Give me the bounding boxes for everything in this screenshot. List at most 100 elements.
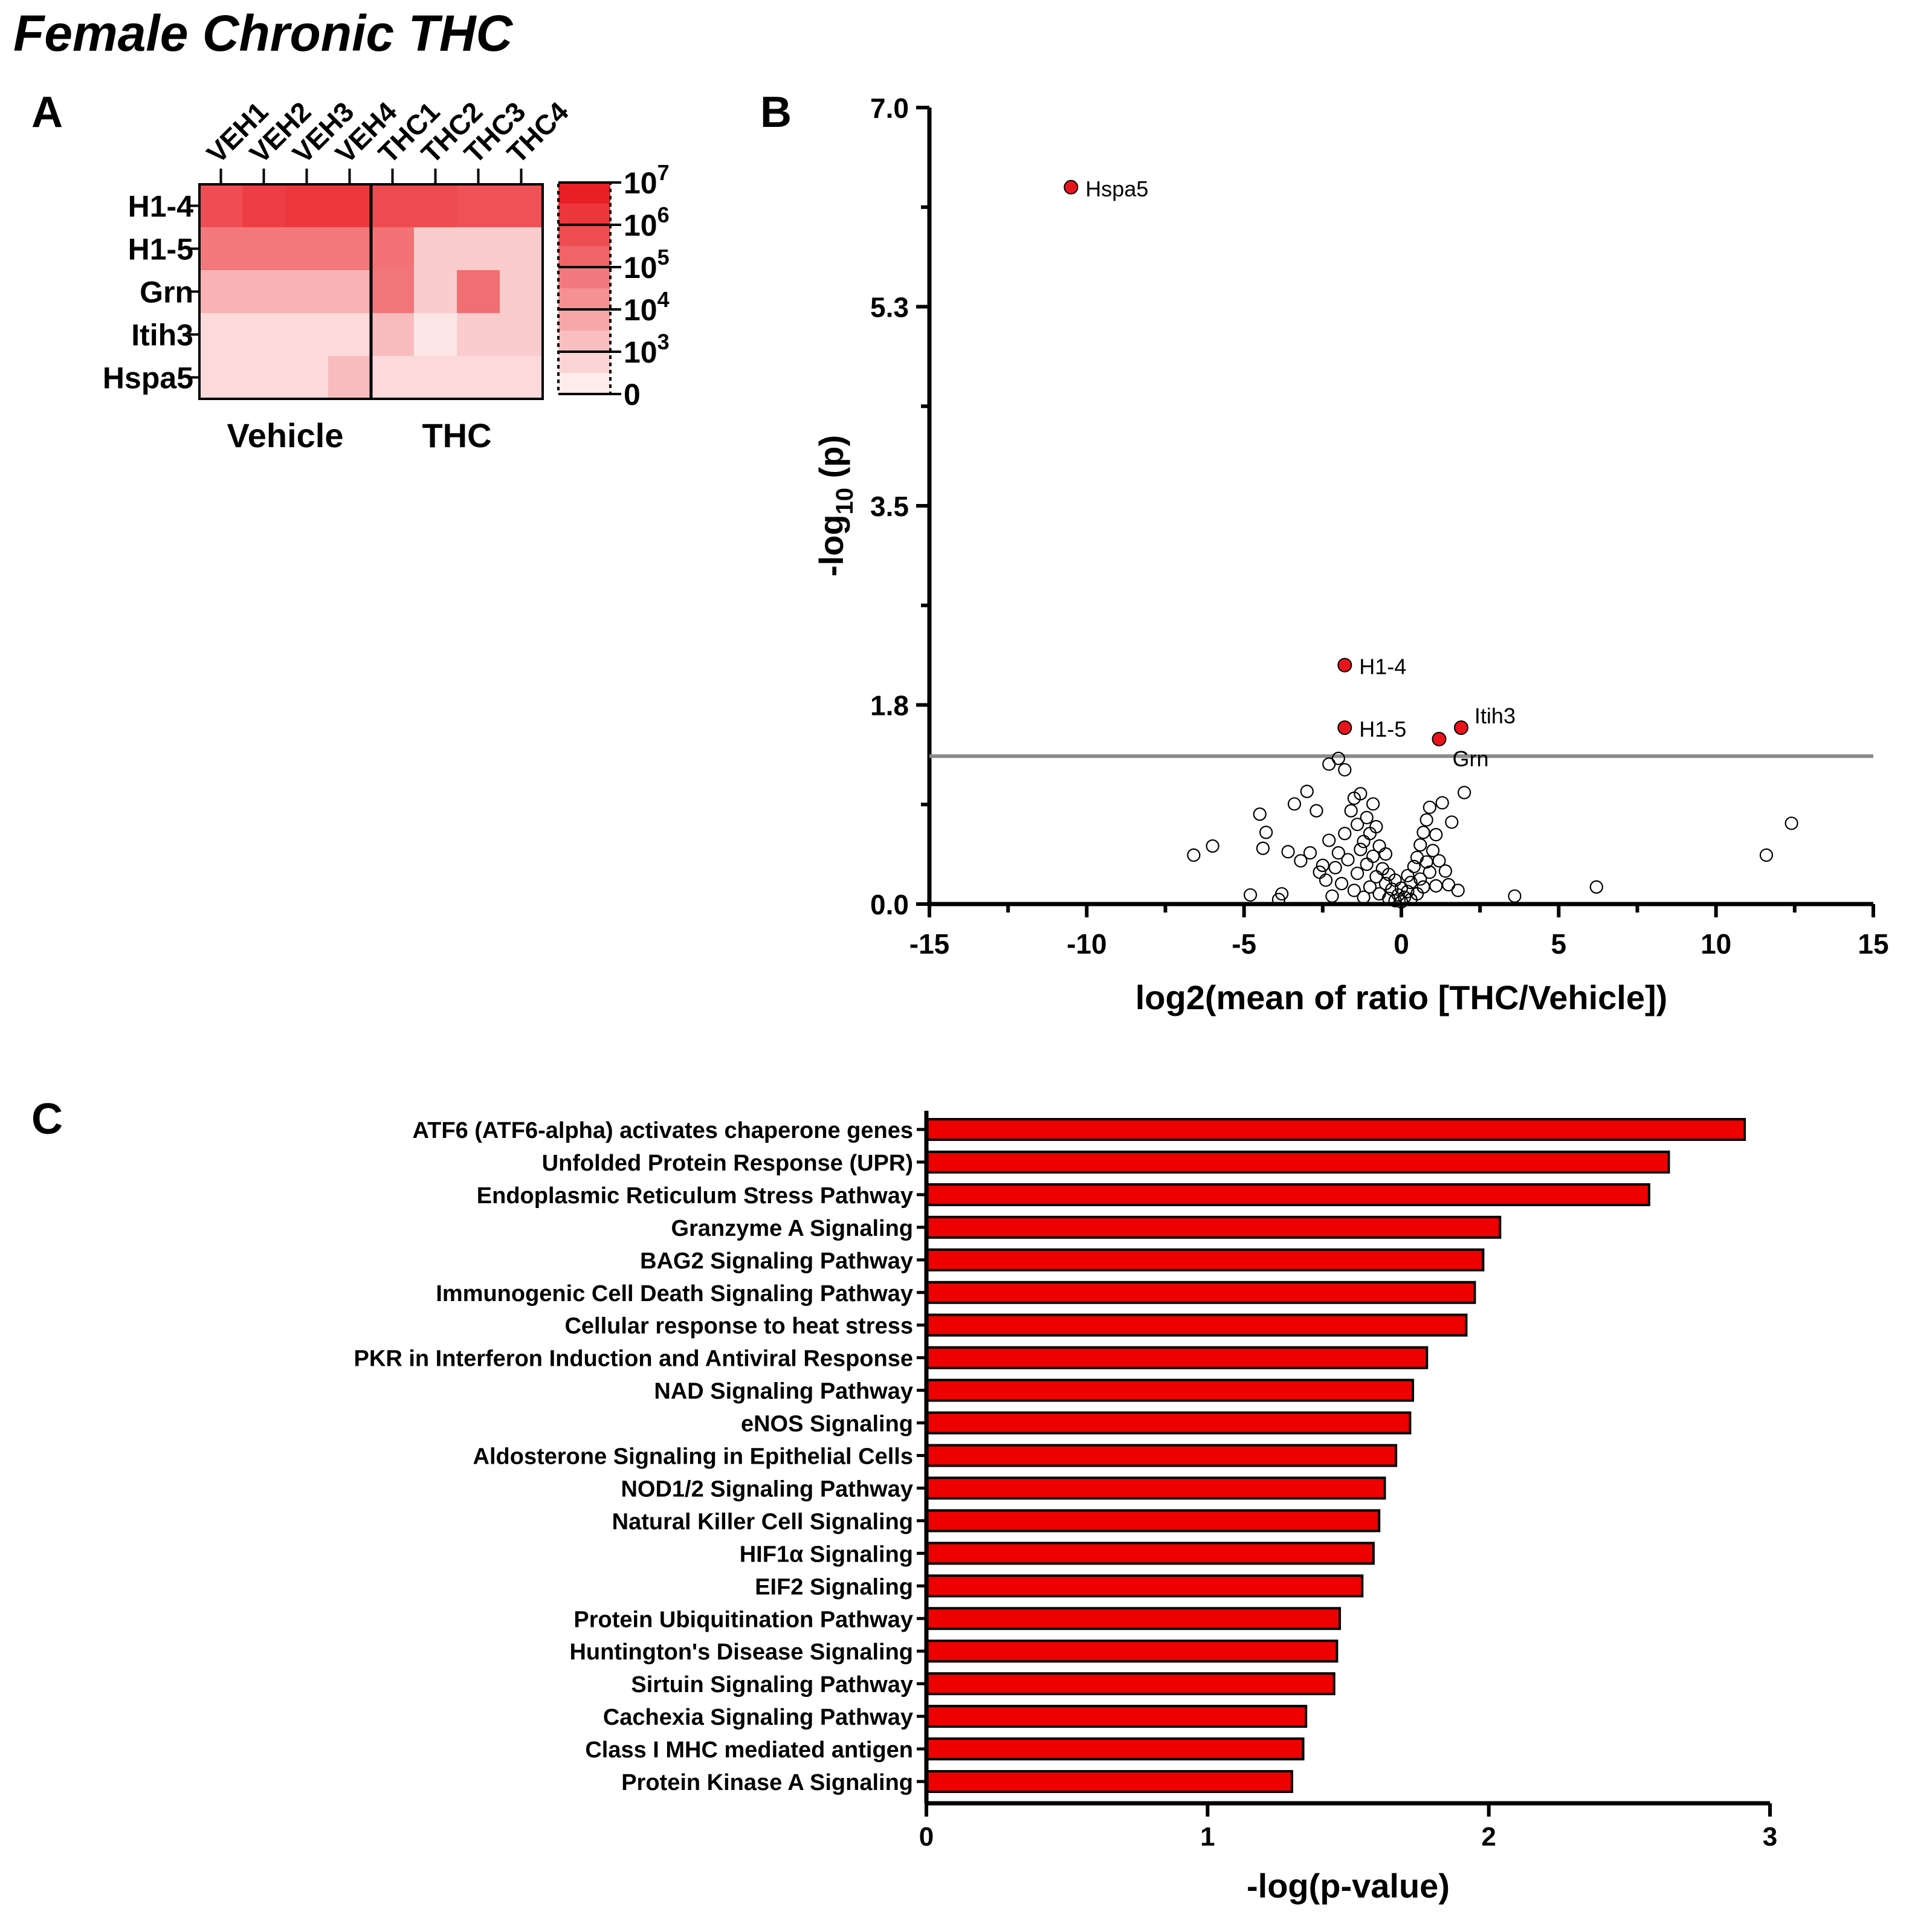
volcano-point	[1378, 847, 1393, 861]
volcano-x-tick-label: 15	[1858, 928, 1888, 960]
pathway-bar	[925, 1574, 1364, 1598]
heatmap-cell-H1-4-VEH4	[328, 184, 372, 228]
heatmap-cell-H1-4-VEH1	[199, 184, 243, 228]
colorbar-frame	[557, 181, 612, 395]
heatmap-cell-H1-4-THC3	[457, 184, 500, 228]
volcano-point	[1325, 889, 1339, 903]
pathway-bar	[925, 1118, 1746, 1141]
volcano-point	[1338, 827, 1352, 841]
volcano-point	[1334, 877, 1349, 891]
heatmap-cell-Grn-VEH4	[328, 270, 372, 314]
heatmap-cell-Grn-THC2	[414, 270, 457, 314]
colorbar-tick-label: 0	[624, 378, 641, 412]
heatmap-cell-H1-4-THC4	[500, 184, 543, 228]
bar-category-label: eNOS Signaling	[741, 1412, 913, 1437]
colorbar-tick-label: 107	[624, 160, 670, 200]
volcano-plot-panel: 0.0 1.8 3.5 5.3 7.0 -15 -10 -5 0 5 10 15 Hspa5 H1-4 H1…	[812, 92, 1889, 1016]
bar-x-tick-label: 1	[1200, 1822, 1215, 1852]
bar-category-label: Cachexia Signaling Pathway	[603, 1705, 913, 1730]
volcano-point	[1243, 888, 1258, 902]
panel-label-a: A	[31, 88, 63, 137]
volcano-point	[1363, 880, 1377, 894]
pathway-bar	[925, 1215, 1502, 1239]
volcano-point	[1401, 868, 1415, 883]
volcano-point	[1363, 827, 1377, 841]
volcano-y-tick-label: 0.0	[870, 889, 909, 920]
pathway-bar	[925, 1640, 1339, 1663]
volcano-point	[1275, 887, 1289, 901]
volcano-point	[1331, 846, 1345, 860]
heatmap-cell-Itih3-VEH4	[328, 313, 372, 357]
volcano-point	[1360, 857, 1374, 871]
bar-category-label: HIF1α Signaling	[740, 1542, 913, 1567]
pathway-bar	[925, 1378, 1415, 1402]
volcano-point	[1354, 842, 1368, 856]
heatmap-group-label: Vehicle	[227, 416, 343, 454]
heatmap-row-label: Grn	[140, 276, 193, 309]
pathway-bar	[925, 1183, 1650, 1206]
heatmap-cell-Hspa5-VEH3	[285, 356, 329, 399]
volcano-gene-label: H1-4	[1359, 654, 1406, 679]
bar-category-label: Immunogenic Cell Death Signaling Pathway	[436, 1281, 913, 1307]
volcano-point	[1344, 804, 1358, 818]
volcano-point	[1256, 841, 1270, 855]
pathway-bar	[925, 1313, 1468, 1337]
figure-title: Female Chronic THC	[13, 5, 513, 62]
volcano-point	[1187, 848, 1201, 862]
heatmap-cell-Grn-THC4	[500, 270, 543, 314]
volcano-highlight-point	[1064, 179, 1079, 195]
volcano-gene-label: Hspa5	[1085, 176, 1148, 201]
volcano-point	[1369, 819, 1383, 834]
heatmap-cell-H1-5-VEH3	[285, 227, 329, 271]
volcano-gene-label: Grn	[1452, 746, 1488, 771]
volcano-point	[1413, 838, 1427, 852]
volcano-point	[1445, 815, 1459, 829]
bar-category-label: Endoplasmic Reticulum Stress Pathway	[477, 1183, 913, 1209]
volcano-y-tick-label: 5.3	[870, 292, 909, 323]
volcano-point	[1401, 885, 1415, 899]
heatmap-cell-H1-4-VEH3	[285, 184, 329, 228]
bar-category-label: Unfolded Protein Response (UPR)	[542, 1151, 913, 1176]
bar-category-label: Huntington's Disease Signaling	[569, 1640, 913, 1665]
colorbar-band	[558, 309, 610, 331]
volcano-point	[1429, 879, 1443, 893]
colorbar-band	[558, 352, 610, 373]
volcano-x-tick-label: -5	[1232, 928, 1256, 960]
volcano-point	[1360, 810, 1374, 825]
heatmap-cell-Hspa5-THC2	[414, 356, 457, 399]
bar-category-label: NOD1/2 Signaling Pathway	[621, 1476, 913, 1502]
volcano-point	[1366, 849, 1380, 864]
bar-category-label: Granzyme A Signaling	[671, 1216, 913, 1241]
volcano-x-axis-label: log2(mean of ratio [THC/Vehicle])	[1135, 978, 1668, 1016]
heatmap-cell-Itih3-THC4	[500, 313, 543, 357]
volcano-point	[1287, 797, 1302, 811]
colorbar-band	[558, 204, 610, 225]
heatmap-cell-Itih3-VEH1	[199, 313, 243, 357]
bar-category-label: Aldosterone Signaling in Epithelial Cell…	[473, 1444, 913, 1470]
heatmap-row-label: Hspa5	[103, 361, 193, 395]
volcano-point	[1341, 853, 1355, 867]
pathway-bar	[925, 1770, 1293, 1793]
volcano-y-axis-label: -log10 (p)	[812, 435, 858, 577]
volcano-point	[1253, 807, 1267, 821]
volcano-point	[1404, 876, 1418, 890]
colorbar-band	[558, 288, 610, 310]
volcano-point	[1391, 888, 1405, 902]
bar-category-label: NAD Signaling Pathway	[654, 1379, 913, 1404]
volcano-point	[1435, 796, 1449, 810]
volcano-point	[1294, 854, 1308, 868]
bar-category-label: EIF2 Signaling	[755, 1574, 913, 1600]
volcano-gene-label: Itih3	[1474, 703, 1516, 728]
colorbar-tick-label: 105	[624, 245, 670, 285]
colorbar-tick-label: 104	[624, 287, 670, 327]
heatmap-cell-Hspa5-VEH1	[199, 356, 243, 399]
bar-category-label: ATF6 (ATF6-alpha) activates chaperone ge…	[413, 1118, 913, 1143]
colorbar-band	[558, 225, 610, 247]
volcano-point	[1429, 828, 1443, 842]
volcano-y-tick-label: 3.5	[870, 491, 909, 522]
heatmap-panel: H1-4H1-5GrnItih3Hspa5VEH1VEH2VEH3VEH4THC…	[103, 95, 670, 454]
heatmap-cell-H1-4-VEH2	[242, 184, 286, 228]
pathway-bar	[925, 1411, 1412, 1435]
colorbar-band	[558, 267, 610, 289]
